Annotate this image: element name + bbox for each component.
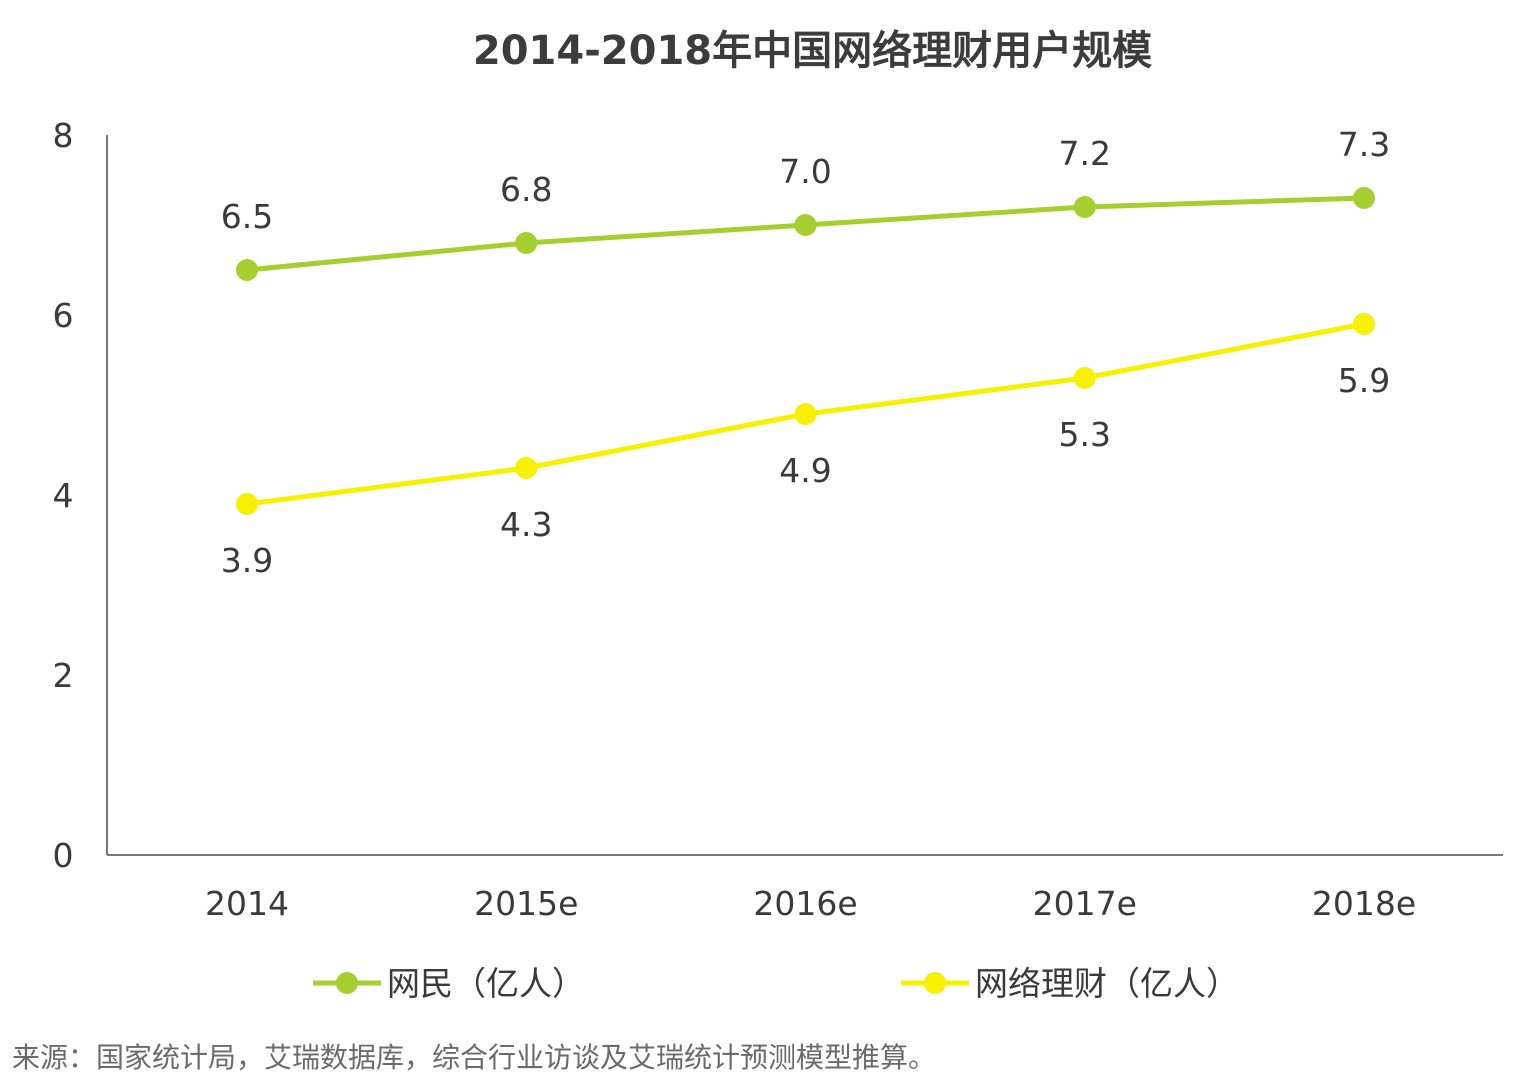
data-label: 4.3 bbox=[500, 505, 552, 544]
data-point bbox=[1353, 313, 1375, 335]
data-label: 4.9 bbox=[779, 451, 831, 490]
data-labels: 6.5 6.8 7.0 7.2 7.3 3.9 4.3 4.9 5.3 5.9 bbox=[221, 125, 1390, 580]
data-label: 5.9 bbox=[1338, 361, 1390, 400]
data-point bbox=[1073, 196, 1096, 218]
data-label: 6.8 bbox=[500, 170, 552, 209]
x-tick-label: 2018e bbox=[1312, 884, 1416, 923]
data-point bbox=[236, 259, 258, 281]
data-point bbox=[236, 493, 258, 515]
y-tick-label: 6 bbox=[53, 296, 74, 335]
data-point bbox=[794, 403, 817, 425]
x-tick-label: 2017e bbox=[1033, 884, 1137, 923]
legend-label-2: 网络理财（亿人） bbox=[975, 964, 1239, 1003]
data-label: 5.3 bbox=[1059, 415, 1111, 454]
data-point bbox=[515, 232, 538, 254]
chart-title: 2014-2018年中国网络理财用户规模 bbox=[472, 28, 1153, 74]
x-tick-label: 2016e bbox=[753, 884, 857, 923]
y-tick-label: 4 bbox=[53, 476, 74, 515]
y-tick-label: 8 bbox=[53, 116, 74, 155]
y-tick-label: 0 bbox=[53, 836, 74, 875]
x-tick-label: 2015e bbox=[474, 884, 578, 923]
series-group bbox=[236, 187, 1375, 515]
data-point bbox=[1073, 367, 1096, 389]
data-label: 7.2 bbox=[1059, 134, 1111, 173]
data-label: 3.9 bbox=[221, 541, 273, 580]
y-tick-label: 2 bbox=[53, 656, 74, 695]
data-label: 7.0 bbox=[779, 152, 831, 191]
x-tick-label: 2014 bbox=[205, 884, 289, 923]
data-label: 6.5 bbox=[221, 197, 273, 236]
source-note: 来源：国家统计局，艾瑞数据库，综合行业访谈及艾瑞统计预测模型推算。 bbox=[12, 1041, 937, 1074]
data-label: 7.3 bbox=[1338, 125, 1390, 164]
data-point bbox=[515, 457, 538, 479]
legend: 网民（亿人） 网络理财（亿人） bbox=[313, 964, 1239, 1003]
legend-marker-2 bbox=[924, 972, 946, 994]
axes: 0 2 4 6 8 2014 2015e 2016e 2017e 2018e bbox=[53, 116, 1503, 923]
data-point bbox=[1353, 187, 1375, 209]
data-point bbox=[794, 214, 817, 236]
legend-marker-1 bbox=[336, 972, 358, 994]
legend-label-1: 网民（亿人） bbox=[387, 964, 585, 1003]
